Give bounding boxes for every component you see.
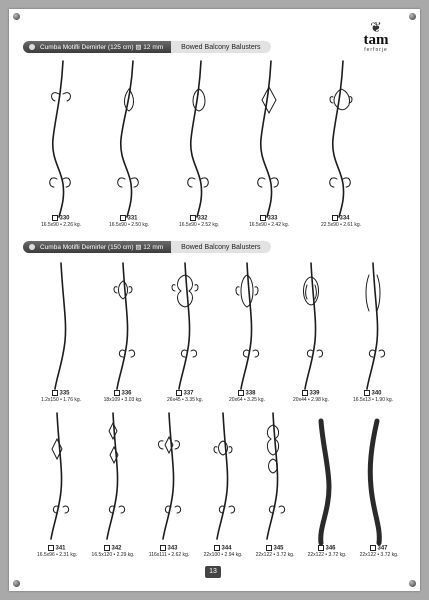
section-title-tr: Cumba Motifli Demirler (150 cm) ▨ 12 mm: [40, 244, 164, 251]
caption-346: 346 22x122 • 3.72 kg.: [297, 545, 357, 558]
baluster-336: [103, 261, 143, 391]
baluster-345: [255, 411, 291, 541]
bullet-icon: [29, 44, 35, 50]
section-title-tr: Cumba Motifli Demirler (125 cm) ▨ 12 mm: [40, 44, 164, 51]
brand-name: tam: [363, 32, 389, 48]
caption-334: 334 22.5x90 • 2.61 kg.: [311, 215, 371, 228]
baluster-346: [307, 417, 343, 547]
caption-333: 333 16.5x90 • 2.42 kg.: [239, 215, 299, 228]
baluster-332: [179, 59, 219, 219]
caption-347: 347 22x122 • 3.72 kg.: [349, 545, 409, 558]
baluster-342: [95, 411, 131, 541]
corner-rivet-bottom-right: [409, 580, 416, 587]
scroll-ornament-icon: ❦: [370, 19, 382, 35]
caption-344: 344 22x100 • 2.94 kg.: [193, 545, 253, 558]
caption-341: 341 16.5x96 • 2.31 kg.: [27, 545, 87, 558]
caption-343: 343 116x111 • 2.62 kg.: [139, 545, 199, 558]
baluster-331: [109, 59, 149, 219]
baluster-333: [249, 59, 289, 219]
caption-342: 342 16.5x120 • 2.29 kg.: [83, 545, 143, 558]
section-title-en: Bowed Balcony Balusters: [171, 241, 271, 253]
baluster-340: [353, 261, 393, 391]
baluster-343: [151, 411, 187, 541]
caption-339: 339 20x44 • 2.98 kg.: [281, 390, 341, 403]
caption-336: 336 18x109 • 3.03 kg.: [93, 390, 153, 403]
baluster-344: [205, 411, 241, 541]
baluster-338: [227, 261, 267, 391]
caption-337: 337 26x45 • 3.35 kg.: [155, 390, 215, 403]
corner-rivet-bottom-left: [13, 580, 20, 587]
section-header-150: Cumba Motifli Demirler (150 cm) ▨ 12 mm …: [23, 241, 271, 253]
bullet-icon: [29, 244, 35, 250]
caption-340: 340 16.5x13 • 1.90 kg.: [343, 390, 403, 403]
caption-338: 338 20x64 • 3.25 kg.: [217, 390, 277, 403]
corner-rivet-top-right: [409, 13, 416, 20]
baluster-335: [41, 261, 81, 391]
baluster-347: [359, 417, 395, 547]
brand-logo: ❦ tam ferforje: [346, 19, 406, 55]
caption-345: 345 22x122 • 3.72 kg.: [245, 545, 305, 558]
page-number: 13: [205, 566, 221, 578]
baluster-330: [41, 59, 81, 219]
brand-subtitle: ferforje: [364, 47, 388, 53]
caption-331: 331 16.5x90 • 2.50 kg.: [99, 215, 159, 228]
caption-335: 335 1.2x150 • 1.76 kg.: [31, 390, 91, 403]
baluster-334: [321, 59, 361, 219]
corner-rivet-top-left: [13, 13, 20, 20]
baluster-337: [165, 261, 205, 391]
section-title-en: Bowed Balcony Balusters: [171, 41, 271, 53]
caption-330: 330 16.5x90 • 2.26 kg.: [31, 215, 91, 228]
caption-332: 332 16.5x90 • 2.52 kg.: [169, 215, 229, 228]
baluster-339: [291, 261, 331, 391]
baluster-341: [39, 411, 75, 541]
catalog-page: ❦ tam ferforje Cumba Motifli Demirler (1…: [9, 9, 420, 591]
section-header-125: Cumba Motifli Demirler (125 cm) ▨ 12 mm …: [23, 41, 271, 53]
